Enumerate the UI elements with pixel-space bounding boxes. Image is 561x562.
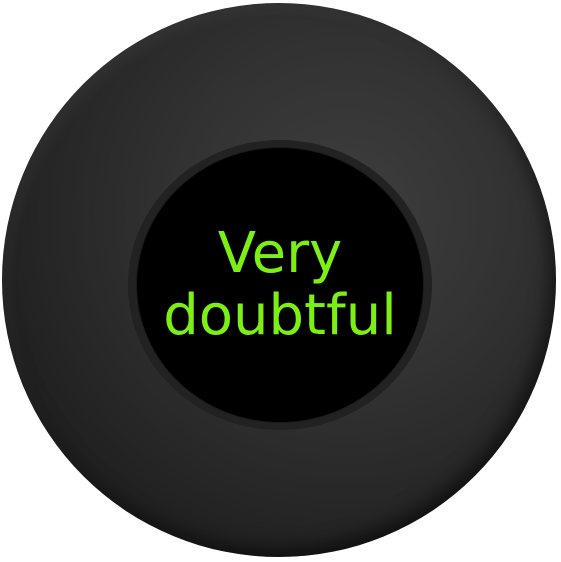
- answer-line-1: Very: [217, 221, 343, 286]
- magic-8-ball[interactable]: Very doubtful: [2, 3, 556, 557]
- answer-window: [137, 148, 423, 422]
- answer-line-2: doubtful: [163, 283, 397, 348]
- answer-text: Very doubtful: [137, 148, 423, 422]
